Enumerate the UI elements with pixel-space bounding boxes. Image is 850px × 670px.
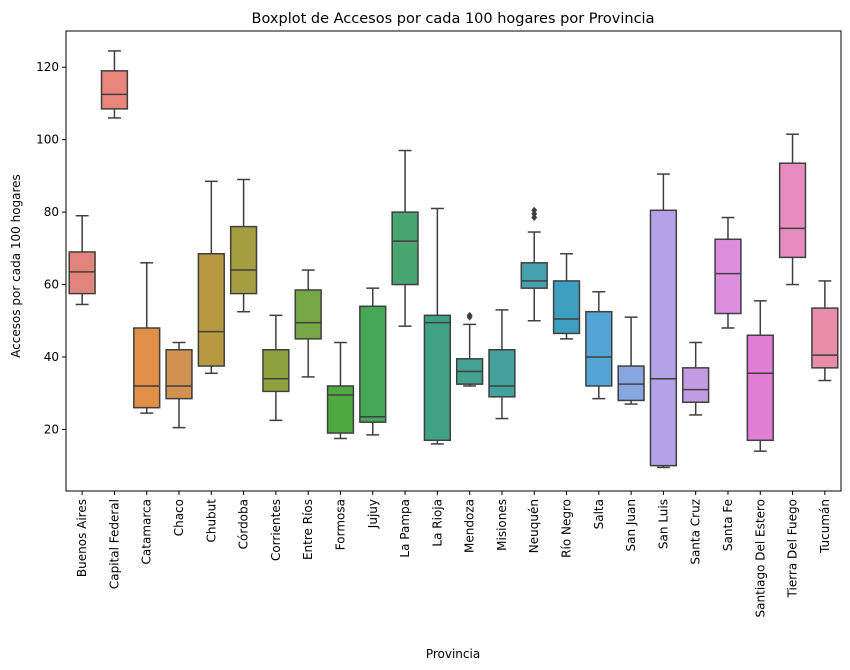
- x-tick-label: Córdoba: [237, 499, 251, 549]
- outlier-point: [466, 311, 473, 319]
- x-tick-label: Catamarca: [140, 499, 154, 564]
- box-1: [100, 70, 129, 110]
- box-8: [326, 385, 355, 434]
- y-tick-label: 60: [44, 278, 59, 292]
- box-14: [520, 262, 548, 289]
- x-axis-label: Provincia: [426, 647, 480, 661]
- box-4: [197, 253, 225, 367]
- y-tick-label: 100: [36, 133, 59, 147]
- x-tick-label: Mendoza: [463, 499, 477, 553]
- plot-area: 20 40 60 80 100 120 Buenos Aires Capital Federa…: [36, 50, 839, 617]
- x-tick-label: San Luis: [656, 499, 670, 549]
- x-tick-label: Tierra Del Fuego: [786, 499, 800, 598]
- x-tick-label: Río Negro: [560, 499, 574, 558]
- box-2: [133, 327, 161, 409]
- x-tick-label: Jujuy: [366, 499, 380, 529]
- box-5: [229, 225, 258, 295]
- box-15: [552, 280, 581, 335]
- x-tick-label: La Pampa: [398, 499, 412, 558]
- y-tick-label: 40: [44, 350, 59, 364]
- box-10: [391, 211, 419, 286]
- box-3: [165, 348, 193, 400]
- x-tick-label: Santa Fe: [721, 499, 735, 551]
- box-16: [585, 310, 613, 387]
- chart-title: Boxplot de Accesos por cada 100 hogares …: [252, 11, 655, 27]
- x-tick-label: San Juan: [624, 499, 638, 552]
- outlier-point: [531, 210, 538, 218]
- y-tick-label: 20: [44, 422, 59, 436]
- x-tick-label: Entre Ríos: [301, 499, 315, 560]
- box-13: [488, 348, 516, 398]
- x-tick-label: Capital Federal: [107, 499, 121, 589]
- box-0: [68, 251, 96, 295]
- x-tick-label: Neuquén: [527, 499, 541, 553]
- box-6: [262, 348, 290, 393]
- x-tick-label: Chaco: [172, 499, 186, 536]
- box-17: [617, 365, 645, 402]
- y-axis-label: Accesos por cada 100 hogares: [9, 174, 23, 358]
- x-tick-label: La Rioja: [430, 499, 444, 547]
- y-tick-label: 80: [44, 205, 59, 219]
- box-7: [294, 289, 322, 340]
- box-18: [649, 209, 678, 467]
- box-22: [778, 162, 807, 259]
- box-23: [811, 307, 839, 369]
- y-tick-label: 120: [36, 60, 59, 74]
- box-11: [423, 314, 452, 442]
- box-9: [359, 305, 387, 423]
- box-20: [714, 238, 742, 315]
- outlier-point: [531, 206, 538, 214]
- box-19: [682, 367, 710, 404]
- x-tick-label: Santa Cruz: [689, 499, 703, 565]
- outlier-point: [531, 214, 538, 222]
- x-tick-label: Santiago Del Estero: [753, 499, 767, 617]
- x-tick-label: Misiones: [495, 499, 509, 551]
- x-tick-label: Buenos Aires: [75, 499, 89, 577]
- x-tick-label: Tucumán: [818, 499, 832, 554]
- box-21: [746, 334, 774, 442]
- x-tick-label: Salta: [592, 499, 606, 529]
- x-tick-label: Chubut: [204, 499, 218, 543]
- x-tick-label: Corrientes: [269, 499, 283, 561]
- x-tick-label: Formosa: [333, 499, 347, 550]
- plot-frame: [65, 30, 842, 492]
